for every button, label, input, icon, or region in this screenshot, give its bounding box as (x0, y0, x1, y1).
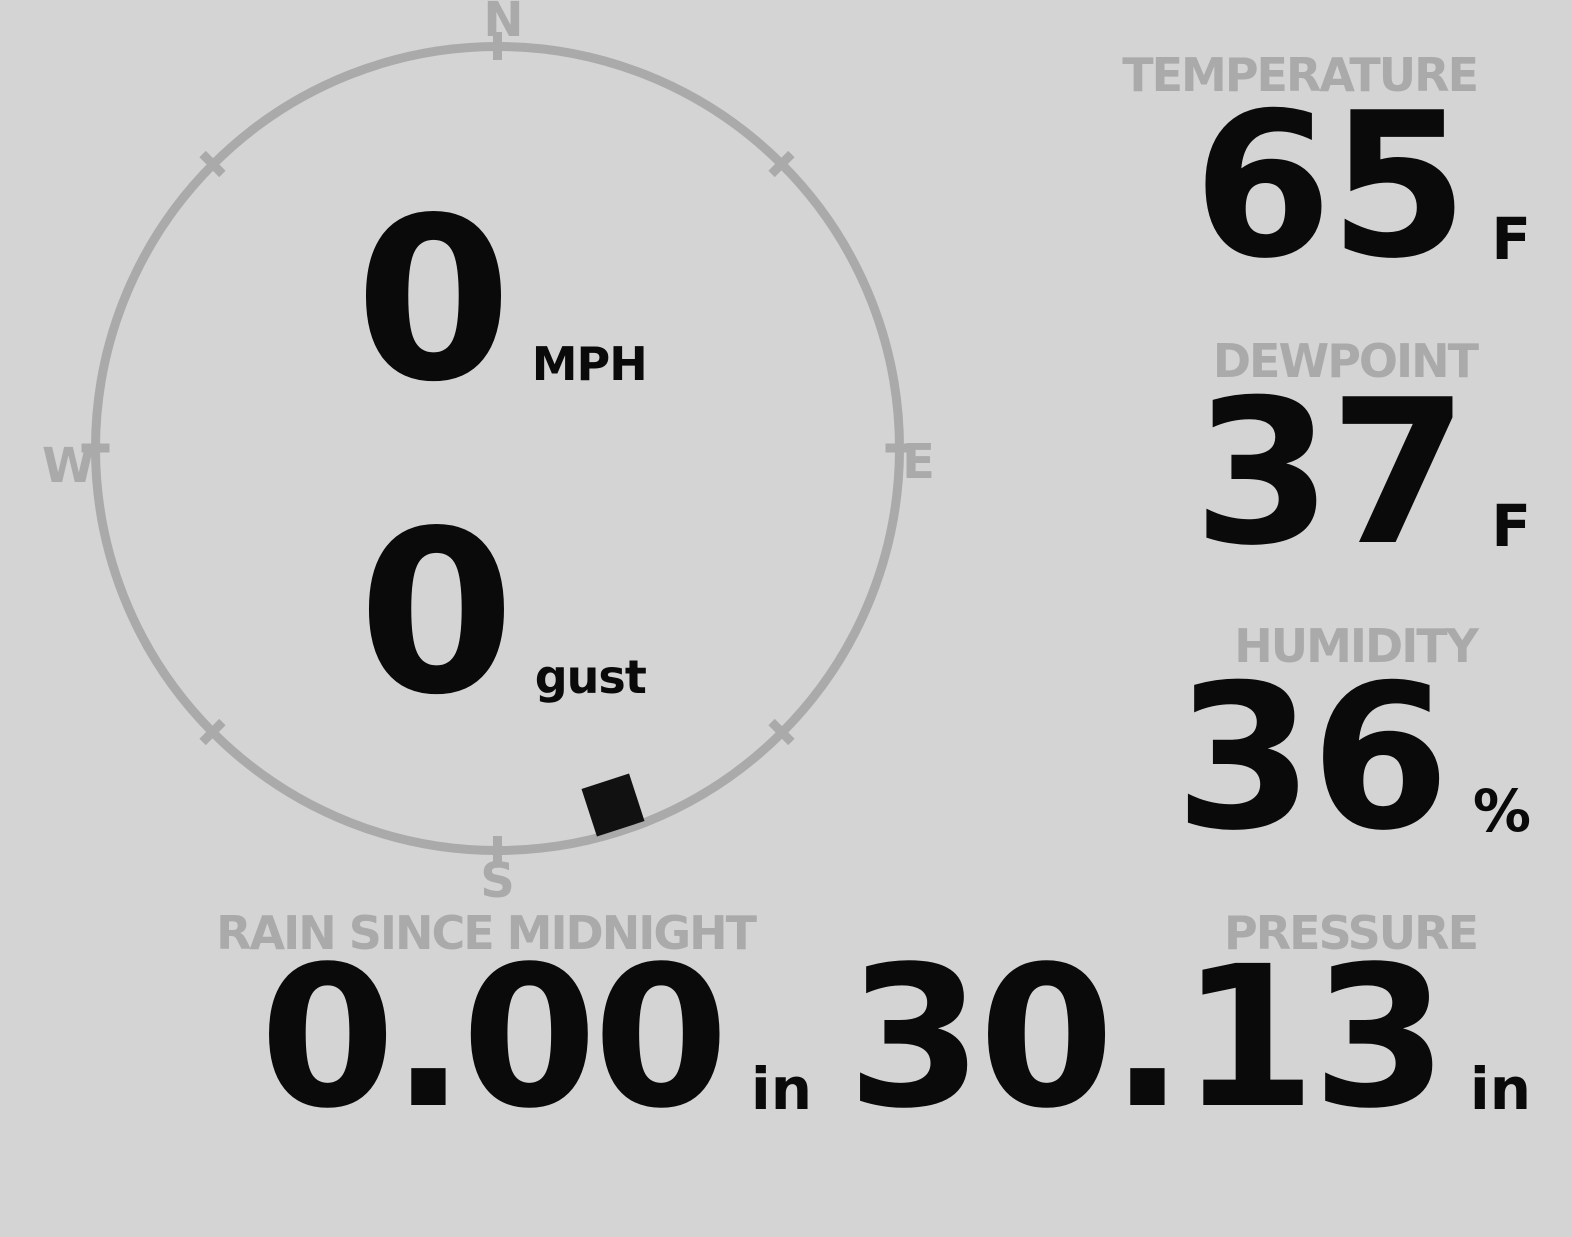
humidity-unit: % (1472, 777, 1531, 845)
wind-gust-row: 0 gust (358, 502, 647, 727)
compass-label-north: N (483, 0, 523, 48)
temperature-unit: F (1491, 205, 1531, 273)
compass-label-west: W (42, 438, 95, 494)
wind-speed-row: 0 MPH (355, 189, 648, 414)
dewpoint-label: DEWPOINT (1212, 334, 1479, 388)
dewpoint-value-row: 37 F (1193, 374, 1531, 574)
rain-value: 0.00 (259, 924, 729, 1151)
wind-speed-value: 0 (355, 170, 512, 432)
rain-label: RAIN SINCE MIDNIGHT (216, 906, 757, 960)
wind-speed-unit: MPH (531, 337, 648, 391)
pressure-value-row: 30.13 in (847, 940, 1531, 1135)
compass-tick-n (492, 32, 502, 60)
rain-unit: in (750, 1055, 812, 1123)
compass-label-south: S (480, 853, 515, 909)
pressure-unit: in (1469, 1055, 1531, 1123)
wind-gust-value: 0 (358, 483, 515, 745)
pressure-value: 30.13 (847, 924, 1448, 1151)
wind-gust-unit: gust (534, 650, 647, 704)
temperature-value: 65 (1193, 70, 1468, 303)
humidity-label: HUMIDITY (1234, 619, 1479, 673)
compass-label-east: E (902, 434, 935, 490)
temperature-label: TEMPERATURE (1122, 48, 1479, 102)
rain-value-row: 0.00 in (260, 940, 812, 1135)
pressure-label: PRESSURE (1224, 906, 1479, 960)
temperature-value-row: 65 F (1193, 87, 1531, 287)
dewpoint-unit: F (1491, 492, 1531, 560)
humidity-value: 36 (1174, 642, 1450, 875)
humidity-value-row: 36% (1175, 659, 1531, 859)
dewpoint-value: 37 (1193, 357, 1468, 590)
